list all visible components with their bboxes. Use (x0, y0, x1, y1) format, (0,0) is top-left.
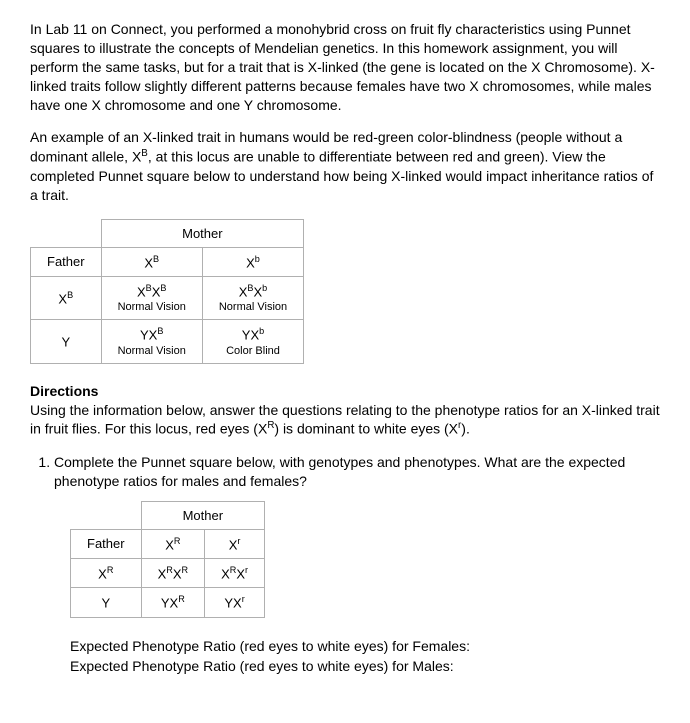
question-1: Complete the Punnet square below, with g… (54, 453, 660, 491)
q-father-allele-2: Y (71, 588, 142, 617)
cell-1-0: YXB Normal Vision (101, 320, 202, 363)
q-mother-header: Mother (141, 501, 264, 529)
intro-para-2: An example of an X-linked trait in human… (30, 128, 660, 204)
q-mother-allele-1: XR (141, 529, 205, 558)
q-cell-1-0: YXR (141, 588, 205, 617)
cell-0-0: XBXB Normal Vision (101, 277, 202, 320)
q-cell-0-1: XRXr (205, 559, 265, 588)
question-punnett-table: Mother Father XR Xr XR XRXR XRXr Y YXR Y… (70, 501, 265, 618)
example-punnett-table: Mother Father XB Xb XB XBXB Normal Visio… (30, 219, 304, 364)
q-cell-1-1: YXr (205, 588, 265, 617)
cell-0-1: XBXb Normal Vision (202, 277, 303, 320)
mother-header: Mother (101, 219, 304, 247)
intro-para-1: In Lab 11 on Connect, you performed a mo… (30, 20, 660, 114)
q-mother-allele-2: Xr (205, 529, 265, 558)
q-cell-0-0: XRXR (141, 559, 205, 588)
father-header: Father (31, 247, 102, 276)
expected-ratio-male: Expected Phenotype Ratio (red eyes to wh… (70, 656, 660, 676)
mother-allele-1: XB (101, 247, 202, 276)
father-allele-1: XB (31, 277, 102, 320)
directions-body: Using the information below, answer the … (30, 401, 660, 439)
q-father-header: Father (71, 529, 142, 558)
cell-1-1: YXb Color Blind (202, 320, 303, 363)
mother-allele-2: Xb (202, 247, 303, 276)
father-allele-2: Y (31, 320, 102, 363)
expected-ratio-female: Expected Phenotype Ratio (red eyes to wh… (70, 636, 660, 656)
directions-title: Directions (30, 382, 660, 401)
q-father-allele-1: XR (71, 559, 142, 588)
